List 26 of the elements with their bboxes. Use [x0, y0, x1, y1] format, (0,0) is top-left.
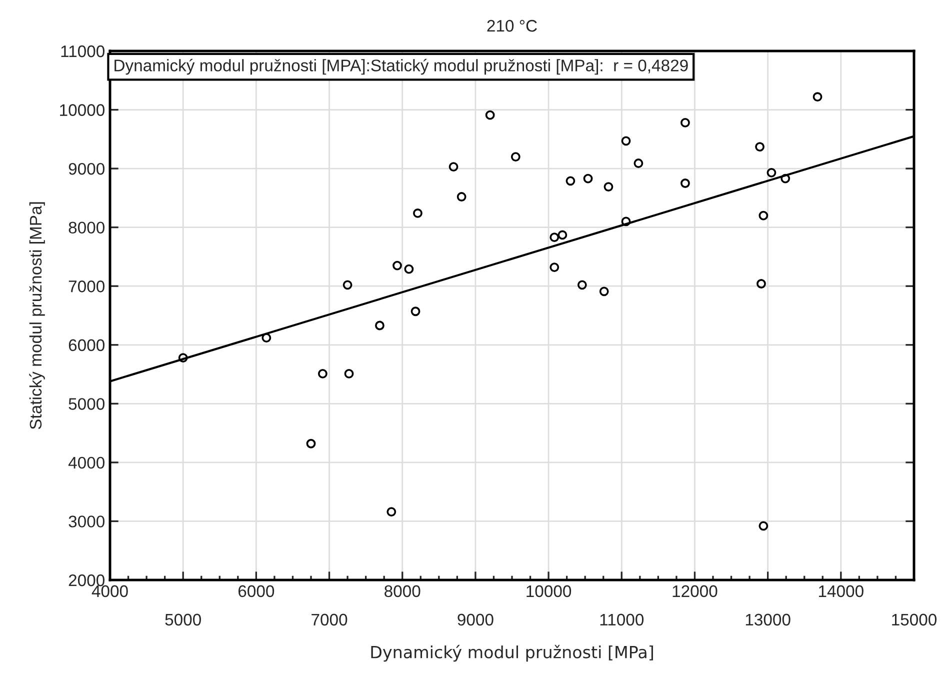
chart-title: 210 °C [487, 20, 537, 32]
y-tick-label: 4000 [68, 456, 104, 469]
x2-tick-label: 7000 [312, 614, 348, 626]
y-tick-label: 10000 [60, 104, 104, 116]
x-tick-label: 14000 [819, 585, 864, 598]
y-tick-label: 9000 [68, 162, 104, 175]
y-tick-label: 6000 [68, 339, 104, 352]
x-tick-label: 4000 [92, 585, 128, 598]
x2-tick-label: 13000 [746, 614, 790, 626]
y-tick-label: 11000 [61, 45, 104, 58]
x-tick-label: 10000 [526, 585, 572, 598]
y-tick-label: 3000 [68, 516, 104, 528]
x2-tick-label: 9000 [458, 614, 494, 626]
x2-tick-label: 15000 [892, 614, 937, 626]
y-tick-label: 8000 [68, 222, 104, 234]
x-axis-title: Dynamický modul pružnosti [MPa] [371, 644, 653, 662]
annotation: Dynamický modul pružnosti [MPA]:Statický modul pružnosti [MPa]: r = 0,4829 [114, 58, 688, 75]
x-tick-label: 12000 [672, 585, 718, 598]
y-tick-label: 7000 [68, 280, 104, 292]
y-tick-label: 5000 [68, 398, 104, 410]
y-axis-title: Statický modul pružnosti [MPa] [29, 202, 45, 430]
x-tick-label: 6000 [238, 585, 274, 598]
y-tick-label: 2000 [68, 574, 104, 586]
x-tick-label: 8000 [384, 585, 420, 598]
x2-tick-label: 11000 [600, 614, 644, 626]
x2-tick-label: 5000 [165, 614, 201, 626]
